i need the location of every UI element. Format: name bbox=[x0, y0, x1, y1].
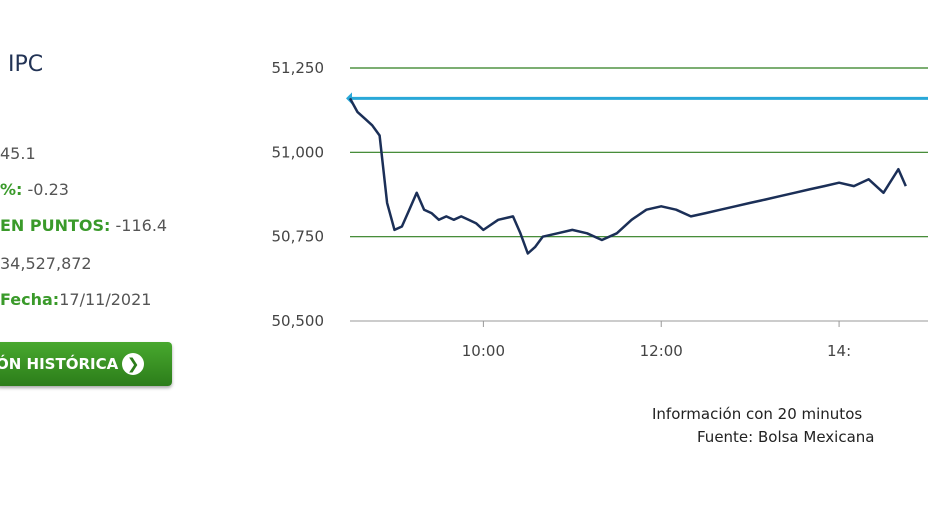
date-row: Fecha:17/11/2021 bbox=[0, 290, 151, 309]
last-value: 45.1 bbox=[0, 144, 36, 163]
chevron-right-icon: ❯ bbox=[122, 353, 145, 375]
volume: 34,527,872 bbox=[0, 254, 92, 273]
y-tick-label: 50,750 bbox=[272, 228, 325, 246]
volume-value: 34,527,872 bbox=[0, 254, 92, 273]
percent-change: %: -0.23 bbox=[0, 180, 69, 199]
points-change-label: EN PUNTOS: bbox=[0, 216, 111, 235]
y-tick-label: 51,250 bbox=[272, 59, 325, 77]
x-tick-label: 10:00 bbox=[462, 342, 505, 360]
x-tick-label: 12:00 bbox=[640, 342, 683, 360]
grid-layer bbox=[350, 67, 928, 322]
series-layer bbox=[348, 97, 907, 255]
x-tick-label: 14: bbox=[827, 342, 851, 360]
index-title: IPC bbox=[8, 52, 44, 77]
intraday-chart: 51,250 51,000 50,750 50,500 10:00 12:00 14: bbox=[272, 59, 928, 360]
percent-change-value: -0.23 bbox=[27, 180, 69, 199]
quote-panel: IPC 45.1 %: -0.23 EN PUNTOS: -116.4 34,5… bbox=[0, 0, 240, 522]
source-notice: Fuente: Bolsa Mexicana bbox=[697, 428, 875, 446]
last-value-text: 45.1 bbox=[0, 144, 36, 163]
historical-info-button-label: ÓN HISTÓRICA bbox=[0, 355, 119, 373]
date-value: 17/11/2021 bbox=[59, 290, 152, 309]
reference-layer bbox=[346, 92, 928, 105]
points-change-value: -116.4 bbox=[115, 216, 168, 235]
percent-change-label: %: bbox=[0, 180, 23, 199]
date-label: Fecha: bbox=[0, 290, 60, 309]
points-change: EN PUNTOS: -116.4 bbox=[0, 216, 167, 235]
y-tick-label: 51,000 bbox=[272, 143, 325, 161]
x-axis: 10:00 12:00 14: bbox=[462, 321, 851, 360]
series-line bbox=[348, 97, 907, 255]
historical-info-button[interactable]: ÓN HISTÓRICA ❯ bbox=[0, 342, 172, 386]
y-axis: 51,250 51,000 50,750 50,500 bbox=[272, 59, 325, 330]
y-tick-label: 50,500 bbox=[272, 312, 325, 330]
delay-notice: Información con 20 minutos bbox=[652, 405, 863, 423]
